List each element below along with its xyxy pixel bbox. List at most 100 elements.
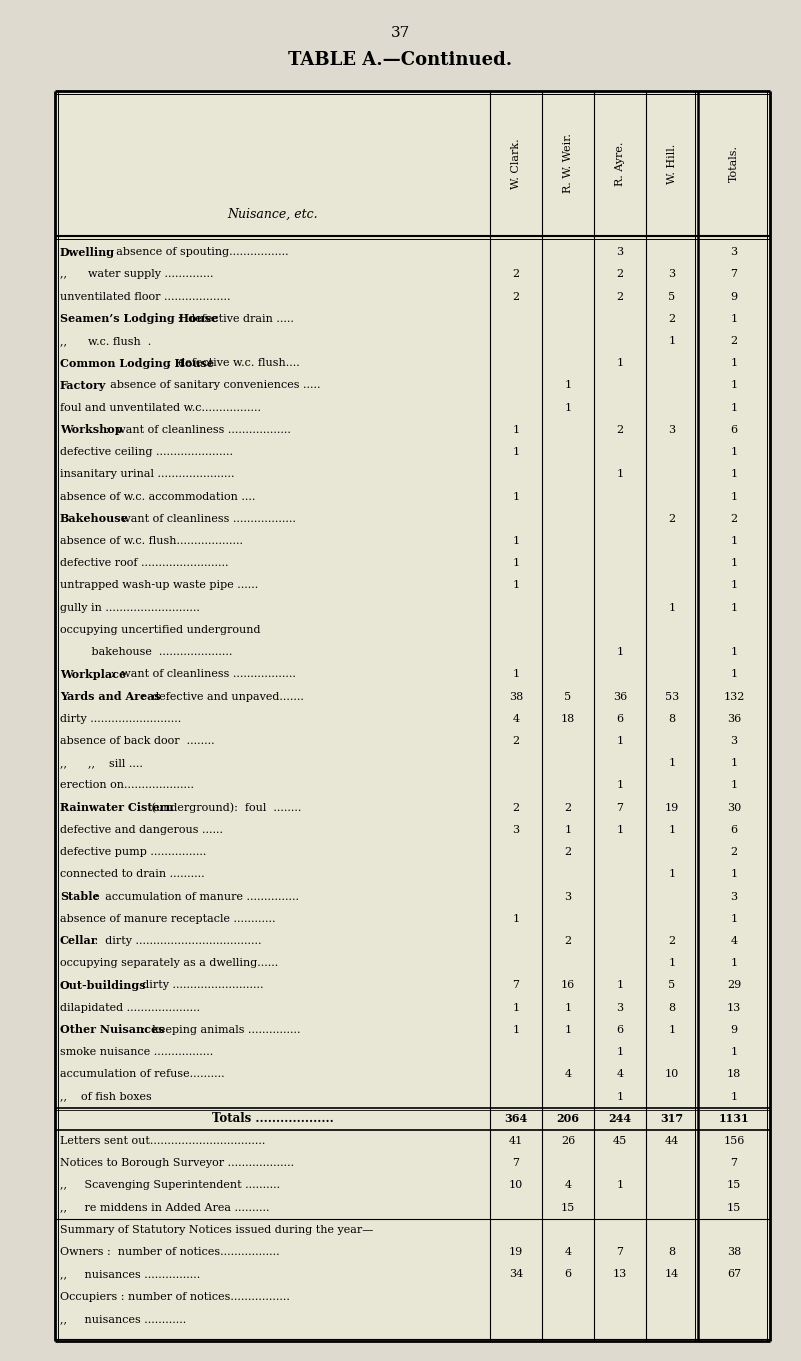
Text: 9: 9: [731, 291, 738, 302]
Text: 1: 1: [617, 780, 623, 791]
Text: 4: 4: [731, 936, 738, 946]
Text: 1: 1: [617, 1180, 623, 1191]
Text: untrapped wash-up waste pipe ......: untrapped wash-up waste pipe ......: [60, 580, 258, 591]
Text: foul and unventilated w.c.................: foul and unventilated w.c...............…: [60, 403, 261, 412]
Text: 2: 2: [669, 936, 675, 946]
Text: 1: 1: [731, 358, 738, 369]
Text: 7: 7: [513, 1158, 520, 1168]
Text: connected to drain ..........: connected to drain ..........: [60, 870, 204, 879]
Text: 19: 19: [509, 1247, 523, 1258]
Text: 4: 4: [513, 713, 520, 724]
Text: 1: 1: [669, 825, 675, 834]
Text: 38: 38: [509, 691, 523, 701]
Text: 36: 36: [613, 691, 627, 701]
Text: 1: 1: [669, 336, 675, 346]
Text: Workshop: Workshop: [60, 425, 123, 436]
Text: 1: 1: [731, 314, 738, 324]
Text: 4: 4: [617, 1070, 623, 1079]
Text: 7: 7: [513, 980, 520, 991]
Text: 7: 7: [731, 1158, 738, 1168]
Text: 1131: 1131: [718, 1113, 749, 1124]
Text: TABLE A.—Continued.: TABLE A.—Continued.: [288, 50, 512, 69]
Text: smoke nuisance .................: smoke nuisance .................: [60, 1047, 213, 1057]
Text: Bakehouse: Bakehouse: [60, 513, 129, 524]
Text: 2: 2: [669, 314, 675, 324]
Text: :  defective w.c. flush....: : defective w.c. flush....: [164, 358, 300, 369]
Text: 1: 1: [513, 580, 520, 591]
Text: 132: 132: [723, 691, 745, 701]
Text: 41: 41: [509, 1136, 523, 1146]
Text: ,,     nuisances ................: ,, nuisances ................: [60, 1270, 200, 1279]
Text: 8: 8: [669, 1247, 675, 1258]
Text: ,,     nuisances ............: ,, nuisances ............: [60, 1313, 187, 1324]
Text: 1: 1: [565, 1003, 572, 1013]
Text: :  absence of sanitary conveniences .....: : absence of sanitary conveniences .....: [96, 381, 321, 391]
Text: 1: 1: [565, 1025, 572, 1034]
Text: 1: 1: [731, 558, 738, 569]
Text: Seamen’s Lodging House: Seamen’s Lodging House: [60, 313, 218, 324]
Text: Summary of Statutory Notices issued during the year—: Summary of Statutory Notices issued duri…: [60, 1225, 373, 1234]
Text: 1: 1: [617, 1092, 623, 1101]
Text: 5: 5: [669, 980, 675, 991]
Text: 1: 1: [731, 1092, 738, 1101]
Text: 1: 1: [617, 1047, 623, 1057]
Text: 317: 317: [661, 1113, 683, 1124]
Text: defective ceiling ......................: defective ceiling ......................: [60, 448, 233, 457]
Text: W. Clark.: W. Clark.: [511, 139, 521, 189]
Text: 5: 5: [669, 291, 675, 302]
Text: 2: 2: [513, 269, 520, 279]
Text: 7: 7: [617, 1247, 623, 1258]
Text: accumulation of refuse..........: accumulation of refuse..........: [60, 1070, 224, 1079]
Text: 6: 6: [565, 1270, 572, 1279]
Text: 244: 244: [609, 1113, 631, 1124]
Text: 1: 1: [731, 913, 738, 924]
Text: 1: 1: [731, 403, 738, 412]
Text: 2: 2: [731, 514, 738, 524]
Text: 2: 2: [617, 291, 623, 302]
Text: 15: 15: [727, 1180, 741, 1191]
Text: 1: 1: [617, 980, 623, 991]
Text: 4: 4: [565, 1070, 572, 1079]
Text: defective roof .........................: defective roof .........................: [60, 558, 228, 569]
Text: absence of manure receptacle ............: absence of manure receptacle ...........…: [60, 913, 276, 924]
Text: 16: 16: [561, 980, 575, 991]
Text: 2: 2: [565, 936, 572, 946]
Text: ,,      ,,    sill ....: ,, ,, sill ....: [60, 758, 143, 768]
Text: 1: 1: [513, 1003, 520, 1013]
Text: Cellar: Cellar: [60, 935, 98, 946]
Text: :  want of cleanliness ..................: : want of cleanliness ..................: [107, 514, 296, 524]
Text: 1: 1: [617, 825, 623, 834]
Text: Notices to Borough Surveyor ...................: Notices to Borough Surveyor ............…: [60, 1158, 294, 1168]
Text: 45: 45: [613, 1136, 627, 1146]
Text: 15: 15: [727, 1203, 741, 1213]
Text: 206: 206: [557, 1113, 579, 1124]
Text: occupying separately as a dwelling......: occupying separately as a dwelling......: [60, 958, 278, 968]
Text: 1: 1: [617, 646, 623, 657]
Text: 14: 14: [665, 1270, 679, 1279]
Text: :  dirty ....................................: : dirty ................................…: [91, 936, 262, 946]
Text: 10: 10: [509, 1180, 523, 1191]
Text: ,,     Scavenging Superintendent ..........: ,, Scavenging Superintendent ..........: [60, 1180, 280, 1191]
Text: 1: 1: [513, 425, 520, 436]
Text: :  dirty ..........................: : dirty ..........................: [127, 980, 263, 991]
Text: 3: 3: [731, 891, 738, 901]
Text: 1: 1: [513, 448, 520, 457]
Text: Yards and Areas: Yards and Areas: [60, 691, 161, 702]
Text: 2: 2: [731, 847, 738, 857]
Text: 30: 30: [727, 803, 741, 813]
Bar: [55, 91, 770, 1341]
Text: 1: 1: [513, 913, 520, 924]
Text: insanitary urinal ......................: insanitary urinal ......................: [60, 470, 235, 479]
Text: 36: 36: [727, 713, 741, 724]
Text: :  keeping animals ...............: : keeping animals ...............: [138, 1025, 300, 1034]
Text: unventilated floor ...................: unventilated floor ...................: [60, 291, 231, 302]
Text: 37: 37: [390, 26, 409, 39]
Text: 1: 1: [731, 580, 738, 591]
Text: 1: 1: [513, 536, 520, 546]
Text: 2: 2: [669, 514, 675, 524]
Text: 18: 18: [561, 713, 575, 724]
Text: 1: 1: [669, 603, 675, 612]
Text: 3: 3: [617, 1003, 623, 1013]
Text: 6: 6: [617, 1025, 623, 1034]
Text: 2: 2: [565, 847, 572, 857]
